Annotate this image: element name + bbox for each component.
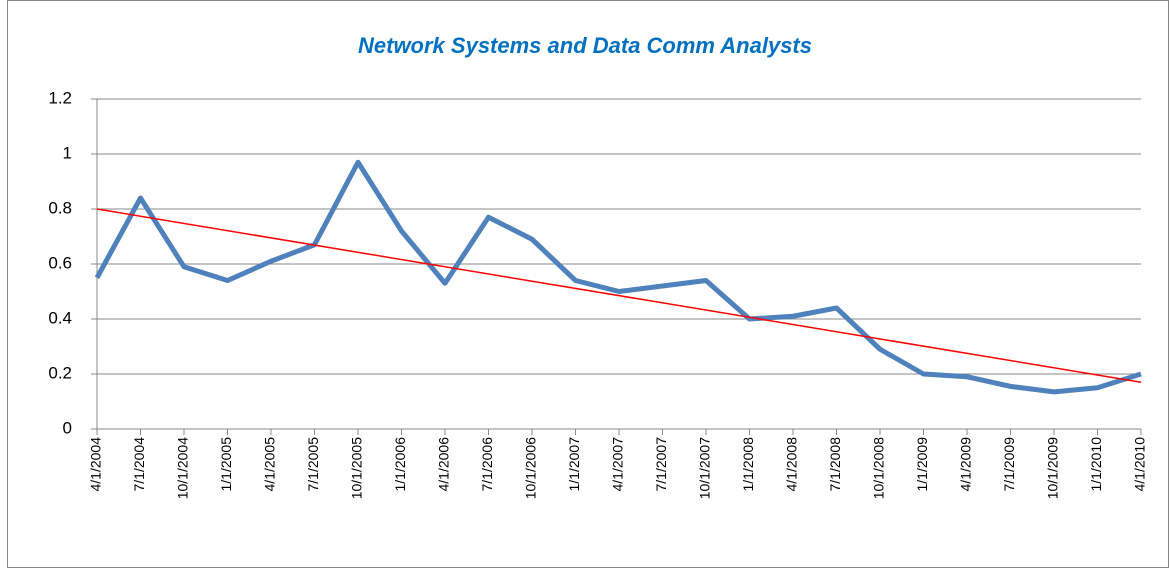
x-tick-label: 1/1/2006 (392, 437, 408, 492)
x-tick-label: 10/1/2008 (871, 437, 887, 499)
x-tick-label: 10/1/2007 (697, 437, 713, 499)
y-tick-label: 0.8 (48, 198, 72, 217)
chart-title: Network Systems and Data Comm Analysts (358, 33, 812, 58)
y-tick-label: 0.6 (48, 253, 72, 272)
y-tick-label: 1.2 (48, 88, 72, 107)
x-tick-label: 10/1/2004 (175, 437, 191, 499)
x-tick-label: 7/1/2007 (653, 437, 669, 492)
x-tick-label: 1/1/2008 (740, 437, 756, 492)
y-tick-label: 0.2 (48, 363, 72, 382)
x-tick-label: 7/1/2009 (1001, 437, 1017, 492)
x-tick-label: 4/1/2006 (436, 437, 452, 492)
x-tick-label: 1/1/2007 (566, 437, 582, 492)
line (94, 159, 1142, 395)
x-tick-label: 10/1/2009 (1045, 437, 1061, 499)
x-tick-label: 1/1/2009 (914, 437, 930, 492)
x-tick-label: 7/1/2008 (827, 437, 843, 492)
x-tick-label: 4/1/2008 (784, 437, 800, 492)
x-tick-label: 4/1/2007 (610, 437, 626, 492)
y-tick-label: 1 (63, 143, 72, 162)
y-tick-label: 0.4 (48, 308, 72, 327)
x-tick-label: 7/1/2006 (479, 437, 495, 492)
x-tick-label: 10/1/2005 (349, 437, 365, 499)
x-tick-label: 1/1/2005 (218, 437, 234, 492)
x-tick-label: 1/1/2010 (1088, 437, 1104, 492)
trendline (96, 208, 1142, 383)
x-tick-label: 4/1/2004 (88, 437, 104, 492)
x-tick-label: 4/1/2005 (262, 437, 278, 492)
x-tick-label: 4/1/2010 (1132, 437, 1148, 492)
x-tick-label: 7/1/2005 (305, 437, 321, 492)
x-tick-label: 10/1/2006 (523, 437, 539, 499)
x-tick-label: 7/1/2004 (131, 437, 147, 492)
x-tick-label: 4/1/2009 (958, 437, 974, 492)
y-tick-label: 0 (63, 418, 72, 437)
